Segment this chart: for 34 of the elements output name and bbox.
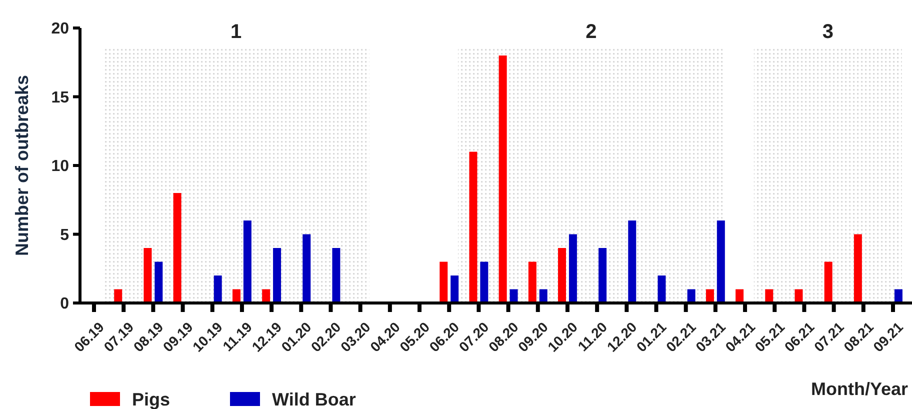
bar xyxy=(243,220,252,303)
bar xyxy=(658,276,666,303)
legend-label: Wild Boar xyxy=(272,389,356,409)
y-tick-label: 10 xyxy=(51,158,70,176)
bar xyxy=(273,248,282,303)
bar xyxy=(854,234,862,303)
bar xyxy=(558,248,566,303)
bar xyxy=(144,248,152,303)
x-axis-title: Month/Year xyxy=(810,379,908,399)
bar xyxy=(598,248,607,303)
bar xyxy=(480,262,488,303)
bar xyxy=(450,276,459,303)
bar xyxy=(824,262,832,303)
bar xyxy=(154,262,163,303)
bar xyxy=(628,220,636,303)
bar xyxy=(568,234,577,303)
bar xyxy=(302,234,311,303)
y-tick-label: 5 xyxy=(60,226,70,244)
bar xyxy=(528,262,536,303)
bar xyxy=(173,193,182,303)
bar xyxy=(716,220,725,303)
legend-label: Pigs xyxy=(132,389,170,409)
band-label: 2 xyxy=(586,21,597,43)
bar xyxy=(332,248,340,303)
band-label: 1 xyxy=(230,21,242,43)
y-tick-label: 0 xyxy=(60,296,70,313)
y-axis-title: Number of outbreaks xyxy=(12,74,32,256)
y-tick-label: 15 xyxy=(51,89,70,106)
y-tick-label: 20 xyxy=(51,20,70,38)
bar xyxy=(498,56,507,303)
bar xyxy=(469,152,478,303)
bar xyxy=(440,262,448,303)
bar xyxy=(214,276,222,303)
band-label: 3 xyxy=(822,21,834,43)
